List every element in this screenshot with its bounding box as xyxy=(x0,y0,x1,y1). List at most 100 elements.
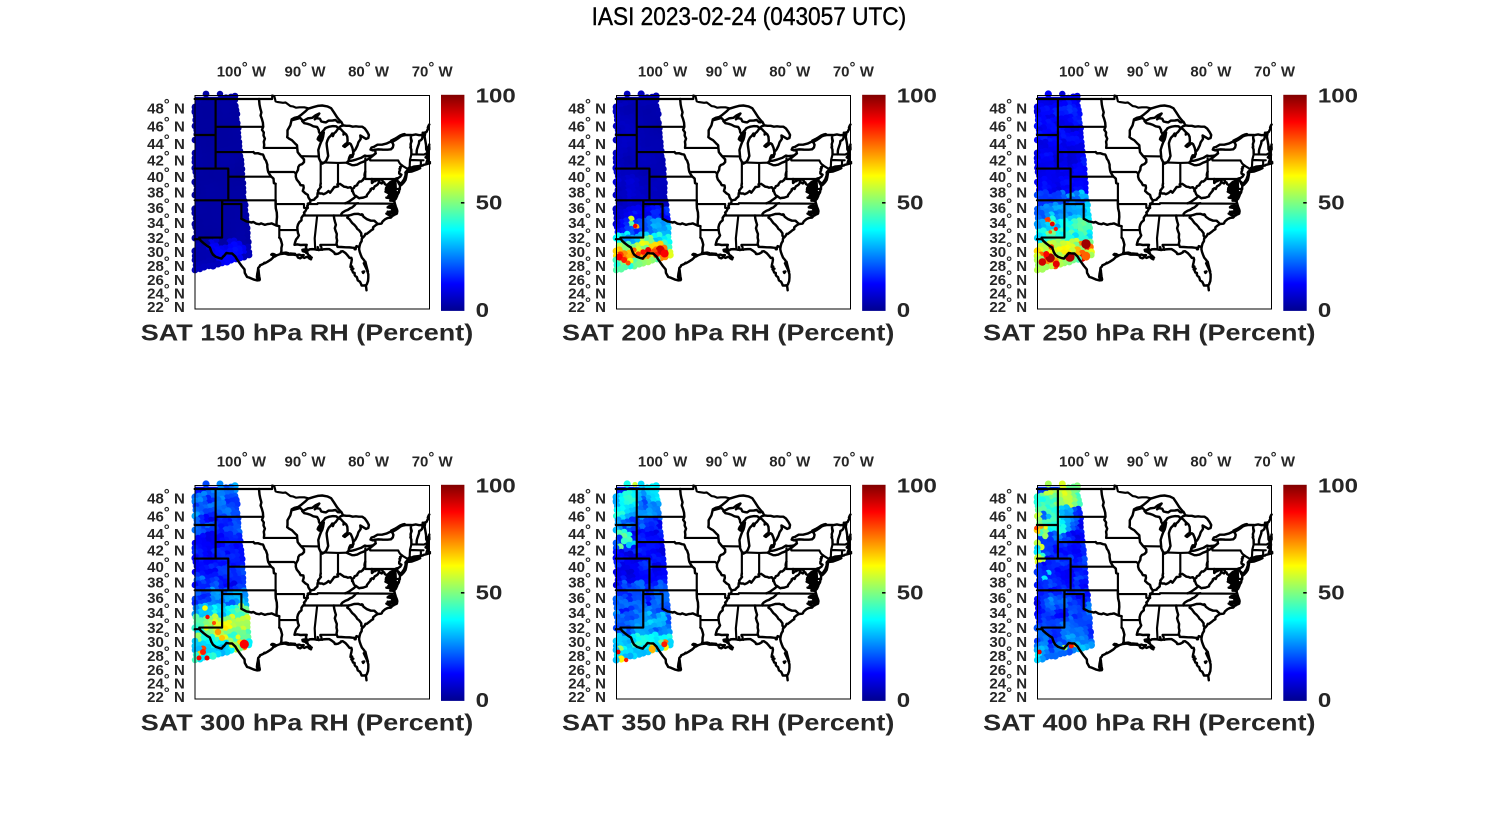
svg-text:100° W: 100° W xyxy=(217,450,267,471)
svg-text:50: 50 xyxy=(476,193,503,215)
svg-text:0: 0 xyxy=(897,690,910,712)
svg-text:SAT 400 hPa RH (Percent): SAT 400 hPa RH (Percent) xyxy=(983,709,1315,735)
svg-text:80° W: 80° W xyxy=(769,60,811,81)
svg-text:34° N: 34° N xyxy=(147,601,185,622)
svg-text:0: 0 xyxy=(1318,690,1331,712)
svg-text:SAT 350 hPa RH (Percent): SAT 350 hPa RH (Percent) xyxy=(562,709,894,735)
svg-text:36° N: 36° N xyxy=(568,586,606,607)
svg-text:40° N: 40° N xyxy=(147,555,185,576)
svg-text:30° N: 30° N xyxy=(989,240,1027,261)
svg-text:40° N: 40° N xyxy=(568,555,606,576)
svg-text:38° N: 38° N xyxy=(568,571,606,592)
svg-text:38° N: 38° N xyxy=(989,181,1027,202)
svg-text:90° W: 90° W xyxy=(706,60,748,81)
svg-text:42° N: 42° N xyxy=(147,539,185,560)
svg-text:0: 0 xyxy=(476,690,489,712)
svg-text:100: 100 xyxy=(476,475,516,497)
svg-text:48° N: 48° N xyxy=(147,486,185,507)
svg-text:24° N: 24° N xyxy=(568,282,606,303)
svg-text:44° N: 44° N xyxy=(568,132,606,153)
svg-text:0: 0 xyxy=(897,300,910,322)
svg-text:44° N: 44° N xyxy=(989,132,1027,153)
svg-text:42° N: 42° N xyxy=(989,149,1027,170)
svg-text:48° N: 48° N xyxy=(568,96,606,117)
svg-text:0: 0 xyxy=(476,300,489,322)
svg-text:28° N: 28° N xyxy=(989,254,1027,275)
svg-text:30° N: 30° N xyxy=(568,240,606,261)
svg-text:36° N: 36° N xyxy=(989,586,1027,607)
svg-text:50: 50 xyxy=(897,193,924,215)
svg-text:70° W: 70° W xyxy=(1254,60,1296,81)
svg-text:80° W: 80° W xyxy=(769,450,811,471)
svg-text:70° W: 70° W xyxy=(412,60,454,81)
svg-text:46° N: 46° N xyxy=(568,505,606,526)
svg-text:26° N: 26° N xyxy=(147,658,185,679)
svg-text:28° N: 28° N xyxy=(147,644,185,665)
svg-text:34° N: 34° N xyxy=(568,211,606,232)
svg-text:30° N: 30° N xyxy=(989,630,1027,651)
svg-text:90° W: 90° W xyxy=(1127,60,1169,81)
svg-text:80° W: 80° W xyxy=(348,450,390,471)
svg-text:SAT 200 hPa RH (Percent): SAT 200 hPa RH (Percent) xyxy=(562,319,894,345)
svg-text:70° W: 70° W xyxy=(1254,450,1296,471)
svg-text:48° N: 48° N xyxy=(989,96,1027,117)
svg-text:40° N: 40° N xyxy=(989,165,1027,186)
svg-text:32° N: 32° N xyxy=(147,616,185,637)
svg-text:24° N: 24° N xyxy=(989,672,1027,693)
svg-text:42° N: 42° N xyxy=(568,149,606,170)
svg-text:70° W: 70° W xyxy=(412,450,454,471)
svg-text:40° N: 40° N xyxy=(147,165,185,186)
svg-text:42° N: 42° N xyxy=(568,539,606,560)
svg-text:22° N: 22° N xyxy=(147,685,185,706)
svg-text:100: 100 xyxy=(897,85,937,107)
svg-text:44° N: 44° N xyxy=(147,522,185,543)
svg-text:44° N: 44° N xyxy=(147,132,185,153)
svg-text:32° N: 32° N xyxy=(989,226,1027,247)
svg-text:80° W: 80° W xyxy=(348,60,390,81)
svg-text:SAT 300 hPa RH (Percent): SAT 300 hPa RH (Percent) xyxy=(141,709,473,735)
svg-text:100: 100 xyxy=(476,85,516,107)
svg-text:36° N: 36° N xyxy=(147,586,185,607)
svg-text:90° W: 90° W xyxy=(1127,450,1169,471)
svg-text:SAT 150 hPa RH (Percent): SAT 150 hPa RH (Percent) xyxy=(141,319,473,345)
svg-text:32° N: 32° N xyxy=(568,226,606,247)
svg-text:28° N: 28° N xyxy=(147,254,185,275)
svg-text:42° N: 42° N xyxy=(989,539,1027,560)
svg-text:34° N: 34° N xyxy=(989,211,1027,232)
svg-text:30° N: 30° N xyxy=(147,630,185,651)
svg-text:0: 0 xyxy=(1318,300,1331,322)
svg-text:48° N: 48° N xyxy=(989,486,1027,507)
svg-text:70° W: 70° W xyxy=(833,60,875,81)
svg-text:34° N: 34° N xyxy=(989,601,1027,622)
svg-text:70° W: 70° W xyxy=(833,450,875,471)
svg-text:38° N: 38° N xyxy=(568,181,606,202)
svg-text:48° N: 48° N xyxy=(568,486,606,507)
svg-text:100: 100 xyxy=(1318,475,1358,497)
svg-text:100° W: 100° W xyxy=(638,60,688,81)
svg-text:38° N: 38° N xyxy=(147,181,185,202)
svg-text:32° N: 32° N xyxy=(568,616,606,637)
svg-text:100° W: 100° W xyxy=(217,60,267,81)
svg-text:80° W: 80° W xyxy=(1190,450,1232,471)
svg-text:90° W: 90° W xyxy=(284,450,326,471)
svg-text:44° N: 44° N xyxy=(568,522,606,543)
svg-text:26° N: 26° N xyxy=(989,658,1027,679)
svg-text:46° N: 46° N xyxy=(147,505,185,526)
svg-text:28° N: 28° N xyxy=(989,644,1027,665)
svg-text:26° N: 26° N xyxy=(568,658,606,679)
svg-text:50: 50 xyxy=(1318,193,1345,215)
svg-text:46° N: 46° N xyxy=(989,505,1027,526)
svg-text:100° W: 100° W xyxy=(1059,60,1109,81)
svg-text:46° N: 46° N xyxy=(147,115,185,136)
svg-text:IASI 2023-02-24 (043057 UTC): IASI 2023-02-24 (043057 UTC) xyxy=(592,4,907,31)
svg-text:100° W: 100° W xyxy=(638,450,688,471)
svg-text:SAT 250 hPa RH (Percent): SAT 250 hPa RH (Percent) xyxy=(983,319,1315,345)
svg-text:46° N: 46° N xyxy=(568,115,606,136)
svg-text:40° N: 40° N xyxy=(989,555,1027,576)
svg-text:24° N: 24° N xyxy=(147,282,185,303)
svg-text:34° N: 34° N xyxy=(147,211,185,232)
svg-text:50: 50 xyxy=(897,583,924,605)
svg-text:26° N: 26° N xyxy=(147,268,185,289)
svg-text:100: 100 xyxy=(1318,85,1358,107)
svg-text:28° N: 28° N xyxy=(568,644,606,665)
